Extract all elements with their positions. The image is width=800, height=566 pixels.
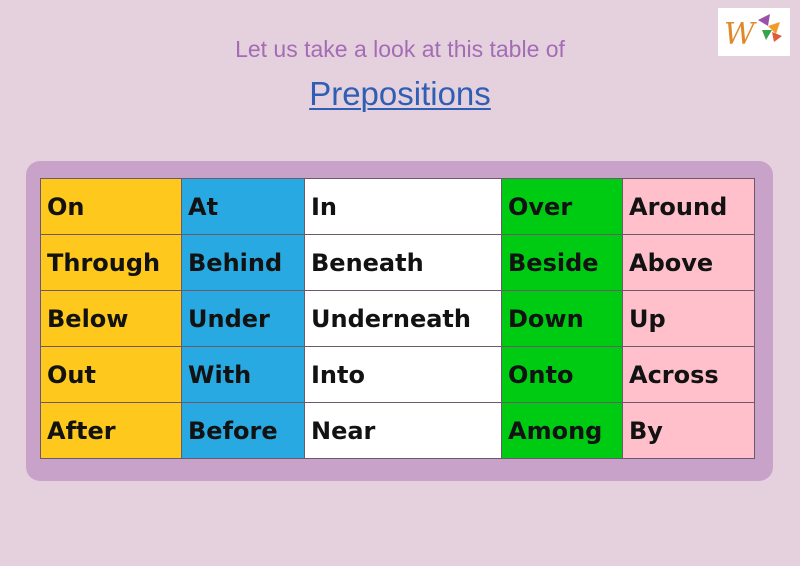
table-cell: Beneath [304,234,502,291]
table-cell: Down [501,290,623,347]
w-logo-icon: W [724,14,782,52]
subtitle: Let us take a look at this table of [235,36,565,62]
table-cell: Onto [501,346,623,403]
table-cell: Near [304,402,502,459]
page-title: Prepositions [309,75,491,112]
table-cell: At [181,178,305,235]
table-cell: Up [622,290,755,347]
table-row: After Before Near Among By [40,402,755,459]
table-row: Out With Into Onto Across [40,346,755,403]
table-cell: On [40,178,182,235]
table-cell: With [181,346,305,403]
table-cell: In [304,178,502,235]
page-title-wrap: Prepositions [0,74,800,114]
table-cell: Beside [501,234,623,291]
table-cell: Under [181,290,305,347]
table-cell: After [40,402,182,459]
table-row: Below Under Underneath Down Up [40,290,755,347]
table-cell: Among [501,402,623,459]
table-cell: Over [501,178,623,235]
table-cell: Across [622,346,755,403]
table-cell: Out [40,346,182,403]
svg-text:W: W [724,17,757,52]
table-cell: By [622,402,755,459]
logo: W [718,8,790,56]
table-row: On At In Over Around [40,178,755,235]
table-cell: Underneath [304,290,502,347]
table-row: Through Behind Beneath Beside Above [40,234,755,291]
table-cell: Into [304,346,502,403]
table-cell: Through [40,234,182,291]
table-cell: Behind [181,234,305,291]
prepositions-table: On At In Over Around Through Behind Bene… [40,178,755,459]
table-cell: Above [622,234,755,291]
table-cell: Around [622,178,755,235]
table-cell: Below [40,290,182,347]
table-cell: Before [181,402,305,459]
